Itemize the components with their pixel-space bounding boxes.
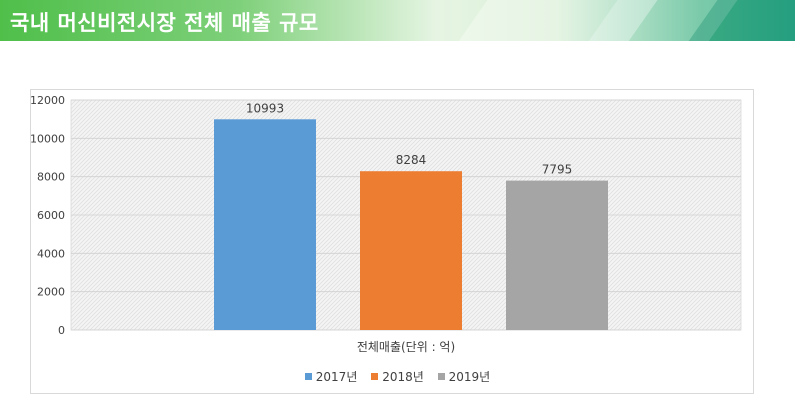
chart-legend: 2017년 2018년 2019년 [0, 368, 795, 385]
y-tick-label: 2000 [37, 286, 65, 299]
legend-swatch-2017 [304, 373, 312, 380]
legend-item-2019: 2019년 [437, 368, 491, 385]
legend-swatch-2018 [371, 373, 379, 380]
y-tick-label: 4000 [37, 247, 65, 260]
data-label: 7795 [542, 163, 573, 177]
bar-2018년 [360, 171, 462, 330]
legend-swatch-2019 [437, 373, 445, 380]
y-tick-label: 6000 [37, 209, 65, 222]
legend-label: 2018년 [382, 370, 424, 384]
title-banner: 국내 머신비전시장 전체 매출 규모 [0, 0, 795, 41]
page-title: 국내 머신비전시장 전체 매출 규모 [10, 11, 319, 35]
y-tick-label: 12000 [30, 94, 65, 107]
y-tick-label: 10000 [30, 132, 65, 145]
legend-item-2017: 2017년 [304, 368, 358, 385]
legend-label: 2019년 [448, 370, 491, 384]
data-label: 10993 [246, 101, 284, 115]
bar-2017년 [214, 119, 316, 330]
bar-2019년 [506, 180, 608, 330]
legend-item-2018: 2018년 [371, 368, 424, 385]
y-tick-label: 8000 [37, 171, 65, 184]
y-tick-label: 0 [58, 324, 65, 337]
x-axis-label: 전체매출(단위 : 억) [357, 340, 455, 354]
data-label: 8284 [396, 153, 427, 167]
legend-label: 2017년 [315, 370, 358, 384]
